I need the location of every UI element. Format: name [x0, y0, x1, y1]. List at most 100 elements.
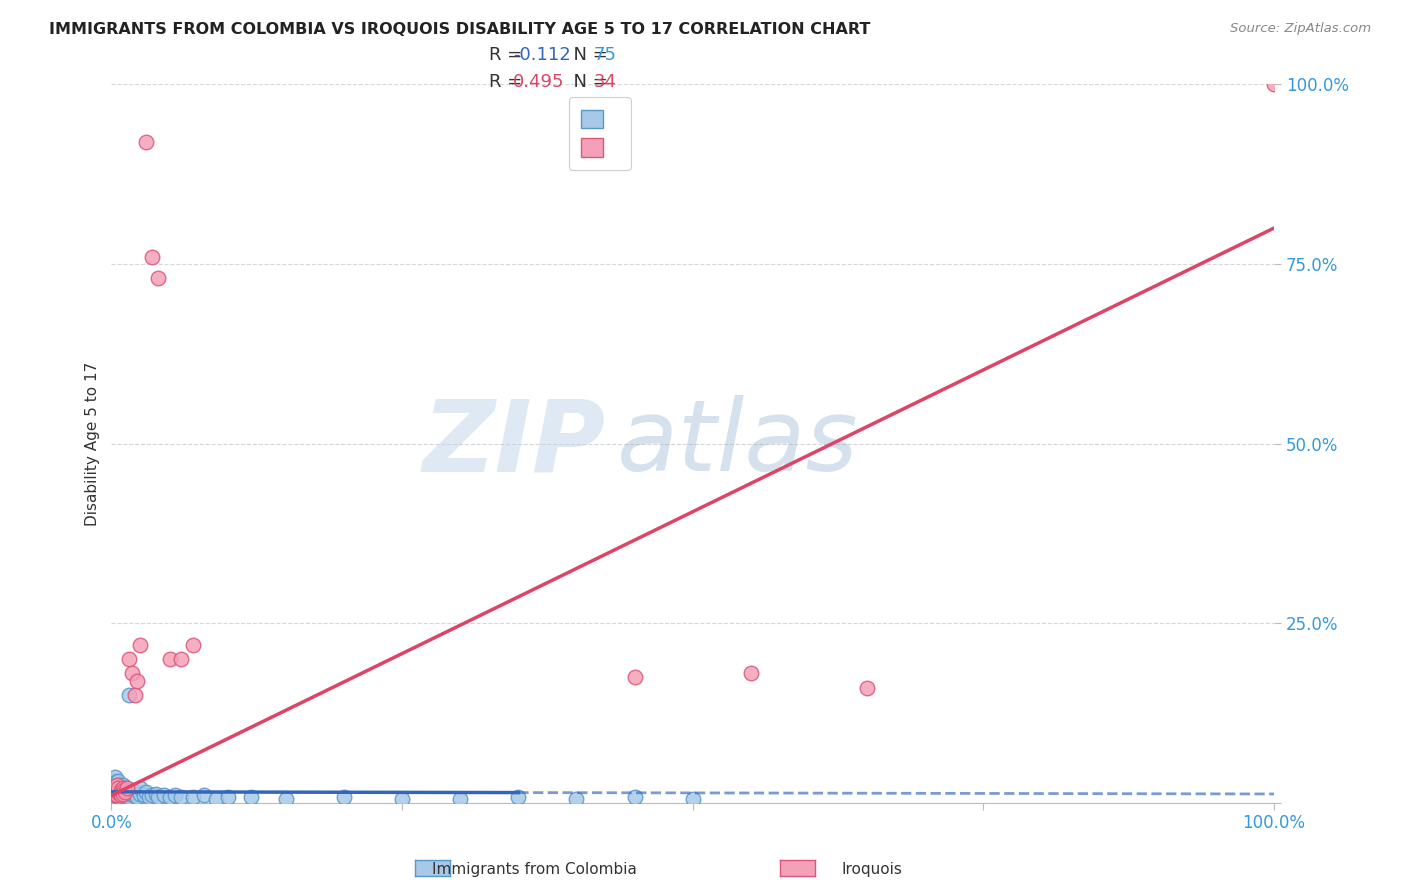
Point — [105, 778, 128, 792]
Text: 34: 34 — [593, 73, 616, 91]
Text: 75: 75 — [593, 46, 616, 64]
Point — [449, 792, 471, 806]
Point — [118, 652, 141, 666]
Point — [104, 781, 127, 796]
Point — [107, 774, 129, 789]
Point — [508, 789, 530, 804]
Point — [101, 785, 124, 799]
Point — [141, 250, 163, 264]
Point — [117, 782, 139, 797]
Point — [103, 789, 125, 804]
Text: R =: R = — [489, 46, 529, 64]
Point — [118, 785, 141, 799]
Point — [112, 787, 135, 801]
Point — [129, 781, 152, 796]
Point — [103, 787, 125, 801]
Point — [114, 785, 136, 799]
Point — [135, 135, 157, 149]
Point — [110, 782, 132, 797]
Point — [740, 666, 762, 681]
Point — [105, 778, 128, 792]
Point — [105, 787, 128, 801]
Point — [159, 789, 181, 804]
Point — [112, 782, 135, 797]
Point — [104, 789, 127, 803]
Point — [101, 778, 124, 792]
Point — [135, 785, 157, 799]
Point — [124, 785, 146, 799]
Point — [274, 792, 297, 806]
Point — [108, 787, 131, 801]
Point — [145, 787, 167, 801]
Point — [107, 785, 129, 799]
Point — [138, 789, 160, 804]
Text: -0.112: -0.112 — [513, 46, 571, 64]
Point — [129, 787, 152, 801]
Point — [114, 785, 136, 799]
Text: Source: ZipAtlas.com: Source: ZipAtlas.com — [1230, 22, 1371, 36]
Point — [159, 652, 181, 666]
Point — [333, 789, 356, 804]
Point — [682, 792, 704, 806]
Text: atlas: atlas — [617, 395, 859, 492]
Point — [112, 781, 135, 796]
Point — [103, 780, 125, 794]
Point — [110, 789, 132, 803]
Point — [152, 789, 174, 803]
Point — [124, 688, 146, 702]
Point — [107, 781, 129, 796]
Point — [112, 782, 135, 797]
Point — [110, 785, 132, 799]
Point — [103, 782, 125, 797]
Text: N =: N = — [562, 73, 614, 91]
Point — [112, 781, 135, 796]
Point — [103, 774, 125, 789]
Point — [105, 785, 128, 799]
Point — [141, 789, 163, 803]
Point — [122, 789, 145, 803]
Point — [112, 778, 135, 792]
Point — [623, 789, 645, 804]
Point — [105, 775, 128, 789]
Point — [165, 789, 187, 803]
Y-axis label: Disability Age 5 to 17: Disability Age 5 to 17 — [86, 361, 100, 525]
Point — [112, 787, 135, 801]
Text: IMMIGRANTS FROM COLOMBIA VS IROQUOIS DISABILITY AGE 5 TO 17 CORRELATION CHART: IMMIGRANTS FROM COLOMBIA VS IROQUOIS DIS… — [49, 22, 870, 37]
Point — [112, 785, 135, 799]
Point — [104, 785, 127, 799]
Point — [110, 780, 132, 794]
Point — [105, 781, 128, 796]
Point — [105, 781, 128, 796]
Point — [114, 781, 136, 796]
Point — [101, 781, 124, 796]
Point — [104, 778, 127, 792]
Text: ZIP: ZIP — [423, 395, 606, 492]
Point — [107, 789, 129, 804]
Point — [105, 789, 128, 803]
Point — [115, 789, 138, 803]
Point — [108, 787, 131, 801]
Point — [217, 789, 239, 804]
Point — [118, 789, 141, 804]
Point — [111, 782, 134, 797]
Point — [565, 792, 588, 806]
Text: Immigrants from Colombia: Immigrants from Colombia — [432, 863, 637, 877]
Text: 0.495: 0.495 — [513, 73, 565, 91]
Point — [108, 778, 131, 792]
Text: Iroquois: Iroquois — [841, 863, 903, 877]
Legend:  ,  : , — [569, 97, 630, 170]
Point — [125, 789, 148, 804]
Point — [132, 789, 155, 803]
Point — [391, 792, 413, 806]
Text: R =: R = — [489, 73, 529, 91]
Point — [623, 670, 645, 684]
Point — [205, 792, 228, 806]
Point — [125, 673, 148, 688]
Point — [107, 782, 129, 797]
Point — [101, 785, 124, 799]
Point — [193, 789, 215, 803]
Point — [121, 782, 143, 797]
Point — [239, 789, 262, 804]
Text: N =: N = — [562, 46, 614, 64]
Point — [181, 638, 204, 652]
